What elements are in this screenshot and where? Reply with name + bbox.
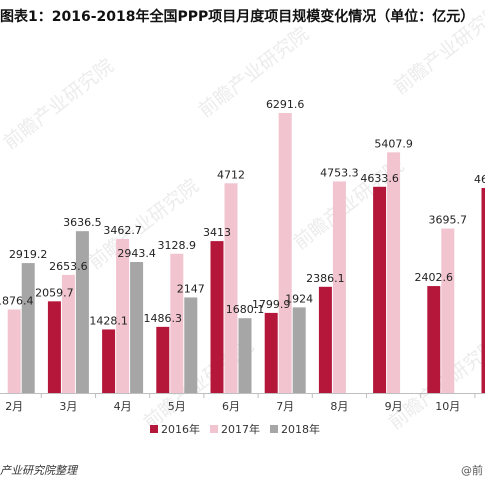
x-tick-label: 10月 <box>435 400 460 413</box>
data-label: 2943.4 <box>117 247 156 260</box>
data-label: 2653.6 <box>49 260 88 273</box>
data-label: 4607 <box>474 173 485 186</box>
brand-mark: @前 <box>461 464 483 477</box>
legend-item-2018: 2018年 <box>270 421 320 437</box>
legend-item-2017: 2017年 <box>210 421 260 437</box>
data-label: 2386.1 <box>306 272 345 285</box>
data-label: 2919.2 <box>9 248 48 261</box>
bar-2017年-6月 <box>224 183 238 393</box>
bar-2016年-8月 <box>318 286 332 393</box>
x-tick-label: 4月 <box>114 400 132 413</box>
bar-2017年-4月 <box>116 238 130 393</box>
data-label: 3636.5 <box>63 216 102 229</box>
data-label: 1428.1 <box>89 314 128 327</box>
source-note: 产业研究院整理 <box>0 464 77 477</box>
legend-label-2017: 2017年 <box>221 423 260 436</box>
data-label: 2059.7 <box>35 286 74 299</box>
x-tick-label: 7月 <box>276 400 294 413</box>
data-label: 2147 <box>177 282 205 295</box>
data-label: 3695.7 <box>429 214 468 227</box>
bar-2016年-10月 <box>427 286 441 393</box>
bar-2016年-6月 <box>210 241 224 393</box>
legend-item-2016: 2016年 <box>150 421 200 437</box>
bar-2017年-5月 <box>170 253 184 393</box>
legend-swatch-2018 <box>270 425 278 433</box>
data-label: 5407.9 <box>374 137 413 150</box>
data-label: 1924 <box>285 292 313 305</box>
data-label: 3462.7 <box>103 224 142 237</box>
bar-2017年-8月 <box>332 181 346 393</box>
legend-swatch-2017 <box>210 425 218 433</box>
x-tick-label: 9月 <box>385 400 403 413</box>
bar-2018年-7月 <box>292 307 306 393</box>
bar-2018年-2月 <box>21 263 35 393</box>
bar-2017年-2月 <box>7 309 21 393</box>
bar-2017年-3月 <box>61 274 75 393</box>
x-tick-label: 6月 <box>222 400 240 413</box>
bar-2017年-7月 <box>278 113 292 393</box>
bar-2017年-9月 <box>387 152 401 393</box>
bar-2018年-5月 <box>184 297 198 393</box>
data-label: 4633.6 <box>360 172 399 185</box>
data-label: 1486.3 <box>144 312 183 325</box>
data-label: 3413 <box>203 226 231 239</box>
legend: 2016年 2017年 2018年 <box>150 421 320 437</box>
chart-title: 图表1：2016-2018年全国PPP项目月度项目规模变化情况（单位：亿元） <box>0 9 475 25</box>
bar-2016年-3月 <box>47 301 61 393</box>
bar-2018年-4月 <box>130 262 144 393</box>
data-label: 2402.6 <box>415 271 454 284</box>
data-label: 1799.9 <box>252 298 291 311</box>
bar-2017年-10月 <box>441 228 455 393</box>
x-tick-label: 5月 <box>168 400 186 413</box>
watermark-text: 前瞻产业研究院 <box>0 55 118 154</box>
x-tick-label: 3月 <box>59 400 77 413</box>
bar-2016年-9月 <box>373 186 387 393</box>
bar-2016年-11月 <box>481 187 485 393</box>
x-tick-label: 2月 <box>5 400 23 413</box>
bar-2016年-7月 <box>264 312 278 393</box>
x-tick-label: 8月 <box>330 400 348 413</box>
bar-2018年-6月 <box>238 318 252 393</box>
data-label: 1680.1 <box>226 303 265 316</box>
bar-2016年-4月 <box>102 329 116 393</box>
data-label: 6291.6 <box>266 98 305 111</box>
bar-2016年-5月 <box>156 326 170 393</box>
legend-swatch-2016 <box>150 425 158 433</box>
data-label: 4712 <box>217 168 245 181</box>
data-label: 4753.3 <box>320 166 359 179</box>
data-label: 3128.9 <box>158 239 197 252</box>
legend-label-2016: 2016年 <box>161 423 200 436</box>
data-label: 1876.4 <box>0 294 33 307</box>
legend-label-2018: 2018年 <box>281 423 320 436</box>
bar-2018年-3月 <box>75 231 89 393</box>
